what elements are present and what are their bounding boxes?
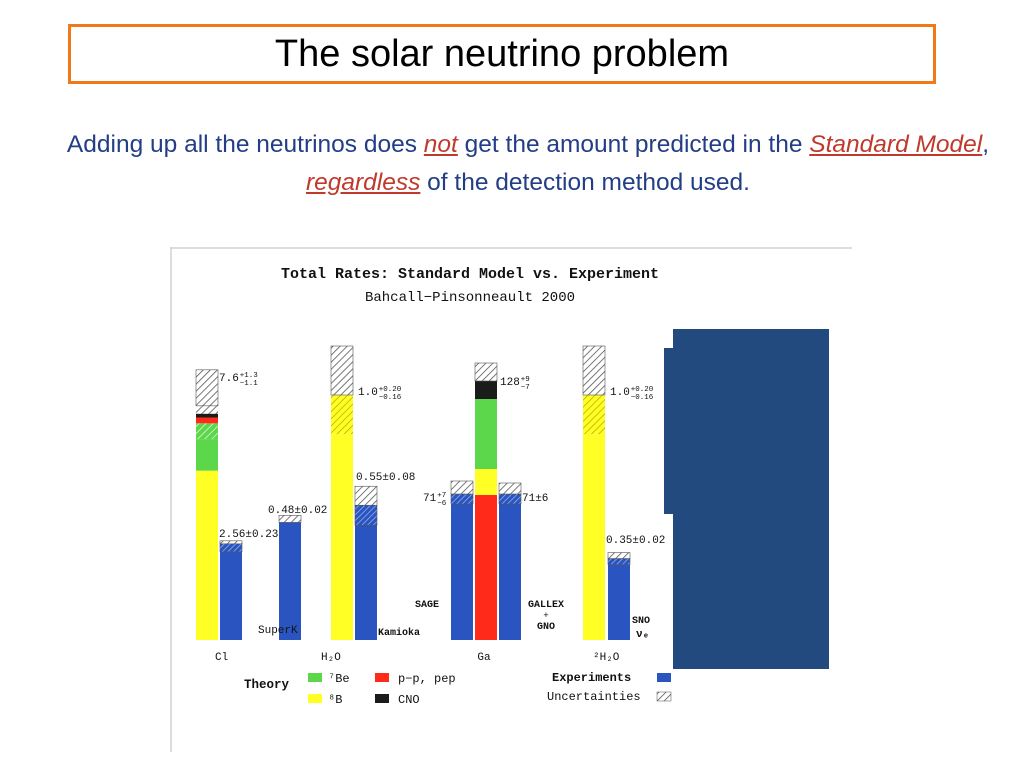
d2o-sno-nue: νₑ: [636, 629, 649, 641]
legend-swatch-8b: [308, 694, 322, 703]
d2o-sno-value: 0.35±0.02: [606, 535, 665, 547]
d2o-theory-8bhatch: [583, 395, 605, 435]
h2o-theory-8b: [331, 434, 353, 640]
ga-sage-uncertainty: [450, 480, 474, 495]
h2o-superk-uncertainty: [278, 515, 302, 523]
ga-theory-cno: [475, 381, 497, 399]
h2o-theory-label: 1.0: [358, 387, 378, 399]
h2o-superk-name: SuperK: [258, 625, 298, 637]
subtitle-text-2: get the amount predicted in the: [457, 131, 810, 158]
ga-sage-value-err-down: −6: [437, 500, 447, 508]
cl-category-label: Cl: [215, 652, 228, 664]
ga-category-label: Ga: [477, 652, 491, 664]
subtitle-emphasis-regardless: regardless: [305, 169, 421, 196]
legend-theory-label: Theory: [244, 678, 290, 692]
legend-swatch-7be: [308, 673, 322, 682]
d2o-theory-uncertainty-high: [582, 345, 606, 396]
d2o-sno-name: SNO: [632, 616, 650, 627]
ga-sage-bar: [451, 504, 473, 640]
cl-theory-8b: [196, 470, 218, 640]
legend-label-7be: ⁷Be: [328, 672, 350, 686]
d2o-theory-label-err-down: −0.16: [631, 394, 654, 402]
subtitle-text-4: of the detection method used.: [420, 169, 750, 196]
ga-theory-uncertainty-high: [474, 362, 498, 382]
subtitle-emphasis-not: not: [423, 131, 458, 158]
subtitle-text-1: Adding up all the neutrinos does: [66, 131, 424, 158]
ga-theory-label-err-up: +9: [521, 376, 530, 384]
legend-swatch-uncertainties: [656, 691, 672, 702]
slide-subtitle: Adding up all the neutrinos does not get…: [60, 126, 996, 202]
d2o-theory-label-err-up: +0.20: [631, 386, 654, 394]
cl-theory-label: 7.6: [219, 373, 239, 385]
ga-gallex-uncertainty-inner: [498, 493, 522, 505]
ga-gallex-value: 71±6: [522, 493, 548, 505]
h2o-category-label: H₂O: [321, 652, 341, 664]
legend-experiments-label: Experiments: [552, 671, 631, 685]
subtitle-emphasis-standard-model: Standard Model: [809, 131, 983, 158]
cl-theory-uncertainty-high: [195, 369, 219, 407]
h2o-theory-label-err-up: +0.20: [379, 386, 402, 394]
ga-sage-value-err-up: +7: [437, 492, 446, 500]
d2o-theory-label: 1.0: [610, 387, 630, 399]
d2o-theory-8b: [583, 434, 605, 640]
ga-theory-label-err-down: −7: [521, 384, 530, 392]
ga-sage-name: SAGE: [415, 600, 439, 611]
chart-svg: Total Rates: Standard Model vs. Experime…: [170, 247, 852, 752]
ga-theory-pp: [475, 495, 497, 640]
cl-theory-7be: [196, 439, 218, 471]
cl-theory-7behatch: [196, 423, 218, 440]
h2o-kamioka-uncertainty: [354, 485, 378, 506]
d2o-sno-bar: [608, 564, 630, 640]
subtitle-text-3: ,: [982, 131, 990, 158]
cl-theory-uncertainty-low: [196, 405, 218, 414]
h2o-kamioka-bar: [355, 525, 377, 640]
d2o-sno-uncertainty-inner: [607, 558, 631, 565]
redaction-box-shadow: [664, 348, 674, 514]
cl-experiment-label: 2.56±0.23: [219, 529, 278, 541]
h2o-superk-value: 0.48±0.02: [268, 505, 327, 517]
ga-theory-label: 128: [500, 377, 520, 389]
slide-title: The solar neutrino problem: [274, 32, 730, 75]
ga-gallex-bar: [499, 504, 521, 640]
legend-label-pp: p−p, pep: [398, 672, 456, 686]
h2o-superk-bar: [279, 522, 301, 640]
legend-uncertainties-label: Uncertainties: [547, 690, 641, 704]
cl-experiment-uncertainty: [219, 542, 243, 553]
slide-title-box: The solar neutrino problem: [68, 24, 936, 84]
chart-title: Total Rates: Standard Model vs. Experime…: [281, 266, 659, 283]
cl-experiment-uncertainty-top: [219, 540, 243, 545]
h2o-kamioka-name: Kamioka: [378, 627, 420, 639]
ga-gallex-plus: +: [543, 611, 548, 621]
ga-gno-name: GNO: [537, 622, 555, 633]
ga-gallex-name: GALLEX: [528, 600, 564, 611]
h2o-theory-uncertainty-high: [330, 345, 354, 396]
ga-gallex-uncertainty: [498, 482, 522, 495]
cl-theory-label-err-down: −1.1: [240, 380, 259, 388]
h2o-kamioka-value: 0.55±0.08: [356, 472, 415, 484]
chart-subtitle: Bahcall−Pinsonneault 2000: [365, 290, 575, 306]
legend-swatch-cno: [375, 694, 389, 703]
legend-swatch-pp: [375, 673, 389, 682]
cl-theory-label-err-up: +1.3: [240, 372, 259, 380]
legend-label-8b: ⁸B: [328, 693, 342, 707]
h2o-theory-label-err-down: −0.16: [379, 394, 402, 402]
cl-experiment-bar: [220, 551, 242, 640]
d2o-sno-uncertainty: [607, 552, 631, 559]
legend: Theory ⁷Be ⁸B p−p, pep CNO Experiments U…: [244, 671, 672, 707]
ga-theory-7be: [475, 399, 497, 469]
redaction-box: [673, 329, 829, 669]
h2o-theory-8bhatch: [331, 395, 353, 435]
d2o-category-label: ²H₂O: [593, 652, 620, 664]
cl-theory-pp: [196, 417, 218, 424]
bars-layer: [195, 345, 631, 640]
h2o-kamioka-uncertainty-inner: [354, 504, 378, 526]
ga-sage-uncertainty-inner: [450, 493, 474, 505]
ga-theory-8b: [475, 469, 497, 495]
ga-sage-value: 71: [423, 493, 437, 505]
chart-figure: Total Rates: Standard Model vs. Experime…: [170, 247, 860, 757]
legend-label-cno: CNO: [398, 693, 420, 707]
legend-swatch-experiments: [657, 673, 671, 682]
